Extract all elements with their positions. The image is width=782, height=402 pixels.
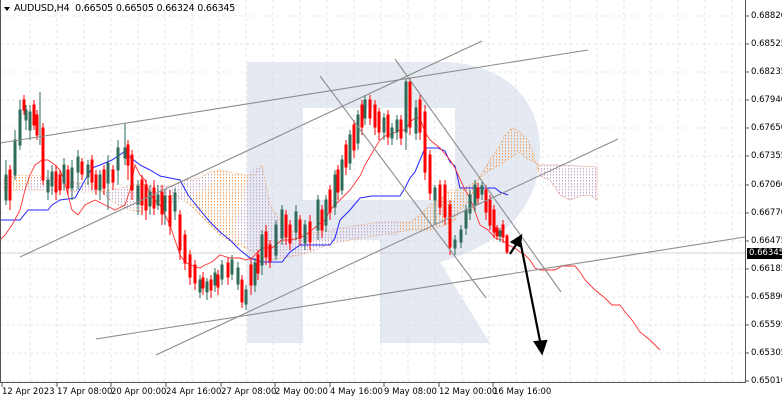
y-tick-label: 0.66185 [751,264,782,274]
x-tick-label: 27 Apr 08:00 [221,387,277,397]
x-tick-label: 20 Apr 00:00 [111,387,167,397]
x-tick-label: 9 May 08:00 [384,387,437,397]
trend-lines [0,40,746,356]
watermark-logo [247,62,540,343]
candlesticks [4,78,509,310]
descending-channel-lower [319,75,487,299]
dropdown-triangle-icon[interactable] [4,6,10,11]
symbol-timeframe: AUDUSD,H4 [14,3,70,14]
forecast-arrows [509,233,548,356]
ohlc-values: 0.66505 0.66505 0.66324 0.66345 [75,3,236,14]
kijun-sen-line [0,147,509,263]
decline-arrow [518,239,543,347]
x-tick-label: 12 Apr 2023 [2,387,55,397]
y-tick-label: 0.68235 [751,67,782,77]
x-tick-label: 16 May 16:00 [493,387,552,397]
y-tick-label: 0.65305 [751,348,782,358]
y-tick-label: 0.65595 [751,320,782,330]
x-tick-label: 12 May 00:00 [439,387,498,397]
x-tick-label: 17 Apr 08:00 [57,387,113,397]
chart-title: AUDUSD,H4 0.66505 0.66505 0.66324 0.6634… [4,3,235,14]
descending-channel-upper [394,58,562,293]
y-tick-label: 0.67355 [751,151,782,161]
x-tick-label: 4 May 16:00 [330,387,383,397]
y-tick-label: 0.68525 [751,39,782,49]
x-ticks [1,383,494,387]
y-tick-label: 0.66475 [751,236,782,246]
axis-borders [0,0,746,383]
steep-ascending-trendline [19,40,483,258]
x-tick-label: 24 Apr 16:00 [166,387,222,397]
upper-ascending-trendline [0,49,589,144]
current-price-badge: 0.66345 [747,248,782,259]
y-ticks [745,15,749,382]
x-tick-label: 2 May 00:00 [275,387,328,397]
lower-ascending-trendline-2 [95,236,746,340]
lower-ascending-trendline-1 [155,138,619,356]
